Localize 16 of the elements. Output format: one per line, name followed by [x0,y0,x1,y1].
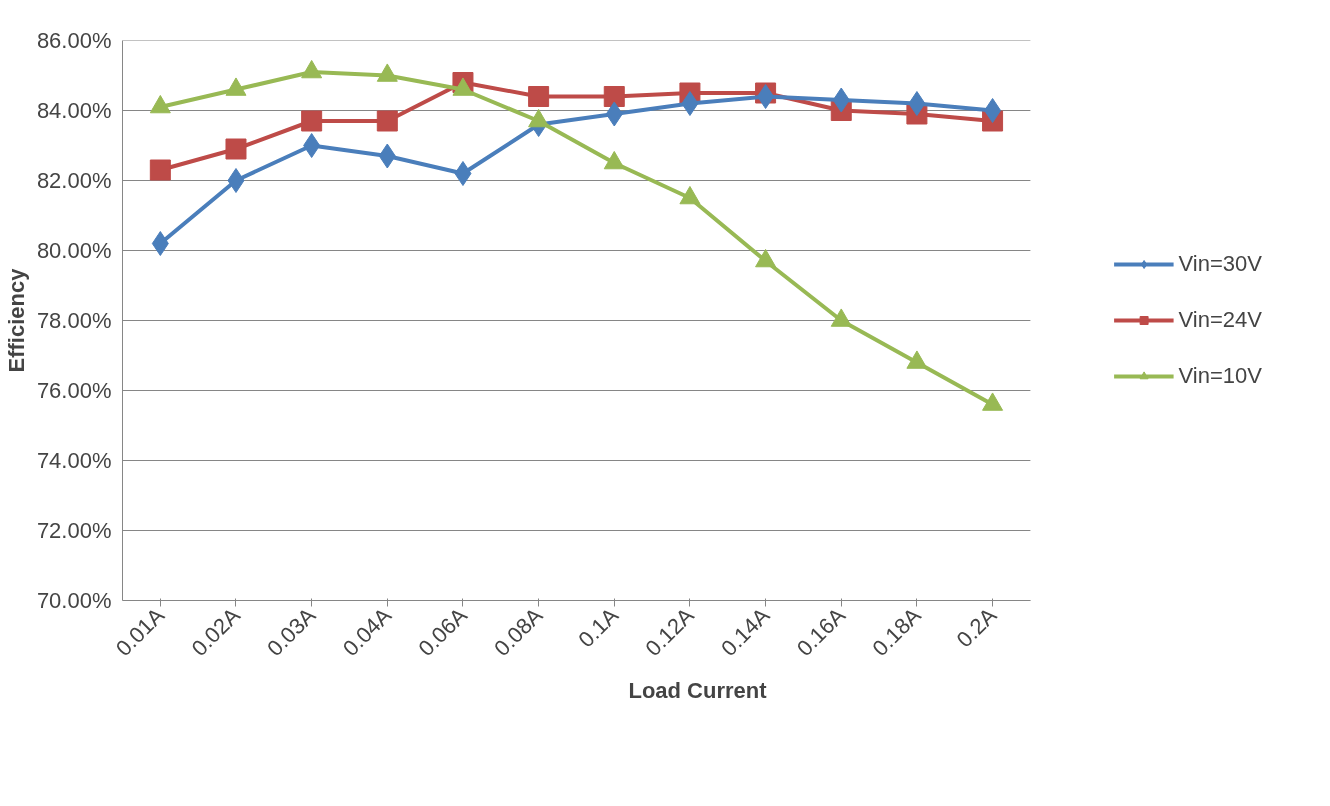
y-tick-label: 78.00% [36,308,112,333]
y-tick-label: 74.00% [36,448,112,473]
y-axis-title: Efficiency [3,267,29,373]
x-tick-label: 0.1A [573,602,624,653]
y-tick-label: 86.00% [36,28,112,53]
y-tick-label: 76.00% [36,378,112,403]
y-tick-label: 84.00% [36,98,112,123]
legend-label: Vin=10V [1178,363,1262,389]
y-tick-label: 82.00% [36,168,112,193]
legend-label: Vin=30V [1178,251,1262,277]
x-axis-title: Load Current [628,677,768,703]
x-tick-label: 0.2A [951,602,1002,653]
y-tick-label: 80.00% [36,238,112,263]
legend-label: Vin=24V [1178,307,1262,333]
y-tick-label: 72.00% [36,518,112,543]
y-tick-label: 70.00% [36,588,112,613]
